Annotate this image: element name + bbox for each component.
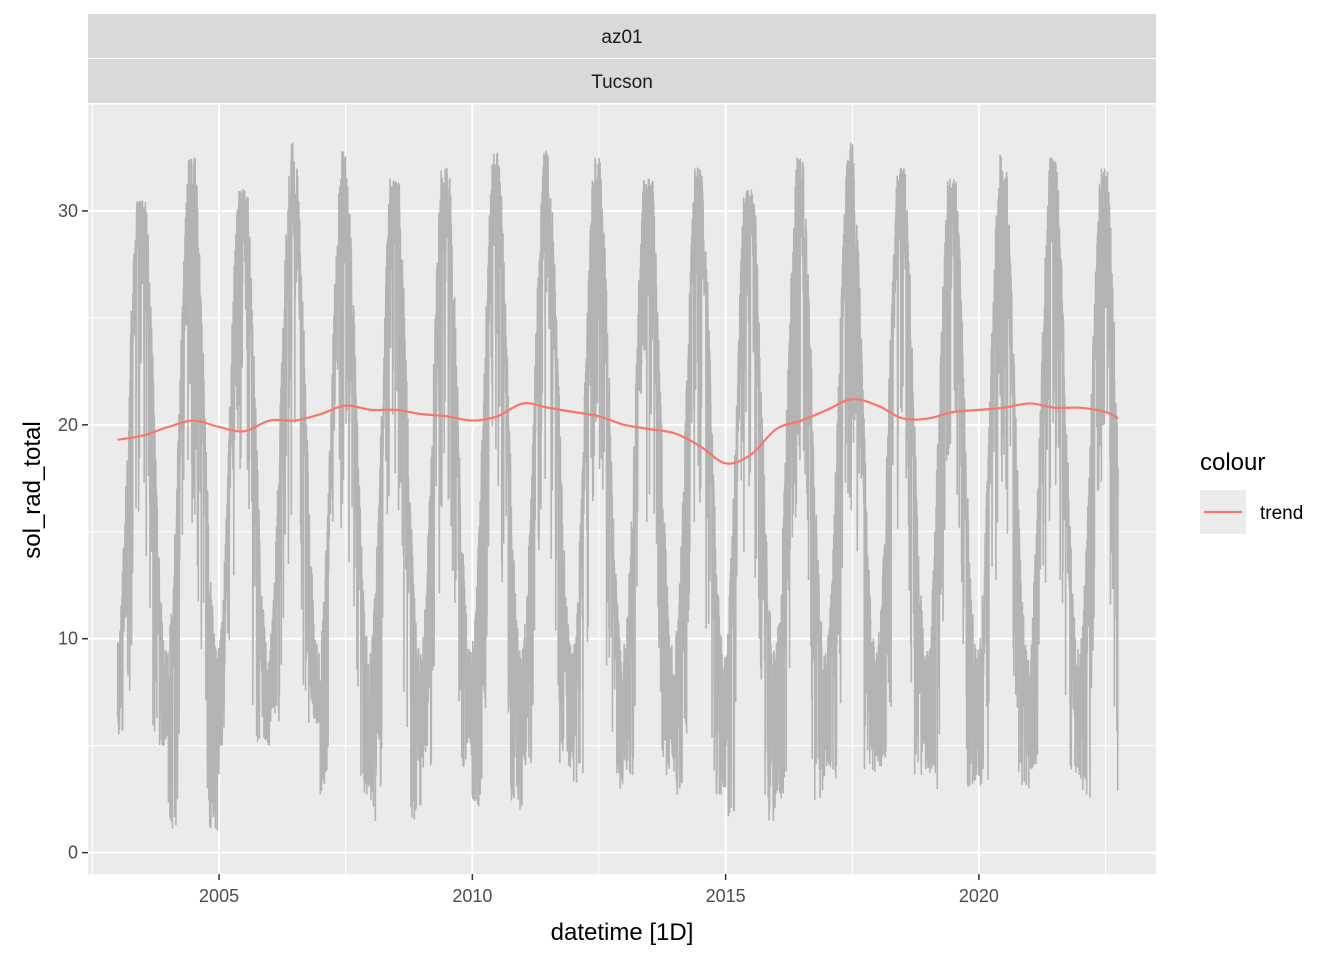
facet-strip-top-background — [88, 14, 1156, 58]
y-tick-label: 20 — [58, 415, 78, 435]
raw-series-line — [116, 142, 1119, 831]
x-tick-label: 2015 — [706, 886, 746, 906]
legend: colour trend — [1200, 449, 1303, 534]
facet-strip-top: az01 — [88, 14, 1156, 58]
x-tick-label: 2010 — [452, 886, 492, 906]
x-tick-label: 2005 — [199, 886, 239, 906]
x-axis-title: datetime [1D] — [551, 919, 694, 946]
y-tick-label: 0 — [68, 843, 78, 863]
legend-title: colour — [1200, 449, 1265, 476]
trend-series-line — [117, 398, 1119, 465]
x-tick-label: 2020 — [959, 886, 999, 906]
facet-strip-bottom: Tucson — [88, 59, 1156, 103]
facet-label-city: Tucson — [591, 72, 653, 93]
y-axis: 0 10 20 30 — [58, 201, 88, 863]
legend-label-trend: trend — [1260, 503, 1303, 524]
y-tick-label: 10 — [58, 629, 78, 649]
facet-label-site: az01 — [601, 27, 642, 48]
y-axis-title: sol_rad_total — [19, 421, 46, 558]
x-axis: 2005 2010 2015 2020 — [199, 874, 999, 906]
facet-strip-bottom-background — [88, 59, 1156, 103]
y-tick-label: 30 — [58, 201, 78, 221]
